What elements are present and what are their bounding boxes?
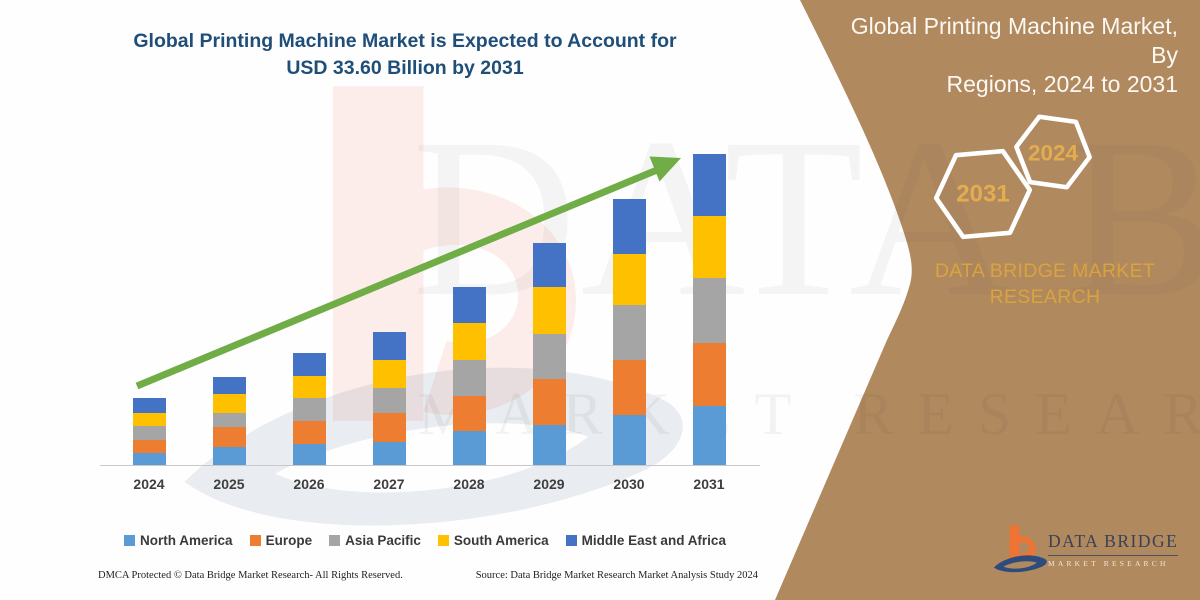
legend-label-asia-pacific: Asia Pacific bbox=[345, 533, 421, 548]
legend-swatch-europe bbox=[249, 535, 261, 546]
panel-title-line2: Regions, 2024 to 2031 bbox=[946, 71, 1178, 97]
bar-2026 bbox=[292, 353, 326, 465]
legend-item-asia-pacific: Asia Pacific bbox=[329, 533, 421, 548]
chart-legend: North America Europe Asia Pacific South Ame… bbox=[90, 533, 760, 548]
plot-area bbox=[100, 138, 760, 466]
legend-item-europe: Europe bbox=[249, 533, 313, 548]
legend-swatch-asia-pacific bbox=[329, 535, 341, 546]
segment-north-america-2031 bbox=[692, 405, 726, 465]
footer-strip: DMCA Protected © Data Bridge Market Rese… bbox=[98, 570, 758, 581]
legend-label-south-america: South America bbox=[453, 533, 549, 548]
bar-2024 bbox=[132, 398, 166, 465]
segment-europe-2028 bbox=[452, 395, 486, 431]
segment-middle-east-and-africa-2025 bbox=[212, 377, 246, 394]
chart-title-line2: USD 33.60 Billion by 2031 bbox=[286, 57, 524, 79]
segment-middle-east-and-africa-2027 bbox=[372, 331, 406, 361]
segment-asia-pacific-2027 bbox=[372, 388, 406, 414]
segment-asia-pacific-2031 bbox=[692, 278, 726, 343]
segment-middle-east-and-africa-2024 bbox=[132, 398, 166, 414]
segment-middle-east-and-africa-2031 bbox=[692, 154, 726, 217]
dmca-text: DMCA Protected © Data Bridge Market Rese… bbox=[98, 570, 403, 581]
legend-item-middle-east-and-africa: Middle East and Africa bbox=[565, 533, 726, 548]
legend-item-south-america: South America bbox=[437, 533, 549, 548]
legend-swatch-north-america bbox=[124, 535, 136, 546]
segment-europe-2030 bbox=[612, 359, 646, 415]
bar-2027 bbox=[372, 331, 406, 465]
panel-brand-line2: RESEARCH bbox=[989, 286, 1101, 308]
segment-middle-east-and-africa-2029 bbox=[532, 242, 566, 288]
source-text: Source: Data Bridge Market Research Mark… bbox=[475, 570, 758, 581]
legend-item-north-america: North America bbox=[124, 533, 233, 548]
segment-north-america-2024 bbox=[132, 453, 166, 465]
segment-asia-pacific-2029 bbox=[532, 333, 566, 379]
segment-south-america-2025 bbox=[212, 393, 246, 414]
panel-brand-text: DATA BRIDGE MARKET RESEARCH bbox=[905, 258, 1185, 310]
logo-swoosh bbox=[993, 555, 1047, 573]
data-bridge-logo-icon bbox=[993, 525, 1047, 573]
data-bridge-logo-text: DATA BRIDGE MARKET RESEARCH bbox=[1048, 531, 1179, 568]
segment-south-america-2029 bbox=[532, 287, 566, 334]
hexagon-year-2031: 2031 bbox=[956, 181, 1009, 208]
segment-north-america-2028 bbox=[452, 430, 486, 465]
bar-2030 bbox=[612, 198, 646, 465]
x-tick-2024: 2024 bbox=[133, 476, 165, 492]
segment-north-america-2025 bbox=[212, 446, 246, 465]
legend-swatch-south-america bbox=[437, 535, 449, 546]
chart-title: Global Printing Machine Market is Expect… bbox=[55, 28, 755, 82]
logo-b-glyph bbox=[1009, 525, 1036, 562]
segment-europe-2024 bbox=[132, 440, 166, 453]
panel-brand-line1: DATA BRIDGE MARKET bbox=[934, 260, 1156, 282]
logo-name: DATA BRIDGE bbox=[1048, 531, 1179, 556]
x-tick-2028: 2028 bbox=[453, 476, 485, 492]
x-axis-labels: 2024 2025 2026 2027 2028 2029 2030 2031 bbox=[100, 476, 760, 496]
legend-label-north-america: North America bbox=[140, 533, 233, 548]
x-tick-2027: 2027 bbox=[373, 476, 405, 492]
bar-2025 bbox=[212, 377, 246, 465]
segment-middle-east-and-africa-2028 bbox=[452, 287, 486, 323]
x-tick-2029: 2029 bbox=[533, 476, 565, 492]
segment-europe-2027 bbox=[372, 413, 406, 442]
segment-asia-pacific-2025 bbox=[212, 413, 246, 428]
segment-north-america-2029 bbox=[532, 425, 566, 465]
segment-middle-east-and-africa-2030 bbox=[612, 198, 646, 255]
segment-europe-2029 bbox=[532, 378, 566, 426]
panel-title: Global Printing Machine Market, By Regio… bbox=[846, 12, 1178, 99]
segment-south-america-2030 bbox=[612, 254, 646, 305]
segment-europe-2025 bbox=[212, 427, 246, 447]
year-hexagons: 2031 2024 bbox=[933, 114, 1092, 240]
segment-south-america-2031 bbox=[692, 216, 726, 279]
x-tick-2031: 2031 bbox=[693, 476, 725, 492]
x-tick-2026: 2026 bbox=[293, 476, 325, 492]
logo-subtitle: MARKET RESEARCH bbox=[1048, 559, 1169, 568]
bar-2028 bbox=[452, 287, 486, 465]
segment-north-america-2026 bbox=[292, 443, 326, 465]
segment-north-america-2030 bbox=[612, 415, 646, 465]
segment-europe-2031 bbox=[692, 342, 726, 406]
legend-label-middle-east-and-africa: Middle East and Africa bbox=[581, 533, 726, 548]
x-tick-2030: 2030 bbox=[613, 476, 645, 492]
chart-title-line1: Global Printing Machine Market is Expect… bbox=[133, 30, 677, 52]
segment-asia-pacific-2030 bbox=[612, 304, 646, 360]
segment-middle-east-and-africa-2026 bbox=[292, 353, 326, 377]
hexagon-year-2024: 2024 bbox=[1028, 141, 1079, 166]
segment-asia-pacific-2028 bbox=[452, 359, 486, 396]
panel-title-line1: Global Printing Machine Market, By bbox=[850, 13, 1178, 68]
segment-south-america-2026 bbox=[292, 376, 326, 398]
segment-south-america-2028 bbox=[452, 322, 486, 360]
segment-asia-pacific-2024 bbox=[132, 426, 166, 440]
bar-2029 bbox=[532, 242, 566, 465]
legend-swatch-middle-east-and-africa bbox=[565, 535, 577, 546]
hexagon-2031 bbox=[933, 148, 1033, 240]
segment-asia-pacific-2026 bbox=[292, 397, 326, 421]
hexagon-2024 bbox=[1014, 114, 1092, 190]
bar-2031 bbox=[692, 154, 726, 465]
segment-south-america-2027 bbox=[372, 360, 406, 389]
segment-europe-2026 bbox=[292, 420, 326, 444]
segment-north-america-2027 bbox=[372, 441, 406, 465]
legend-label-europe: Europe bbox=[265, 533, 313, 548]
x-tick-2025: 2025 bbox=[213, 476, 245, 492]
segment-south-america-2024 bbox=[132, 413, 166, 427]
